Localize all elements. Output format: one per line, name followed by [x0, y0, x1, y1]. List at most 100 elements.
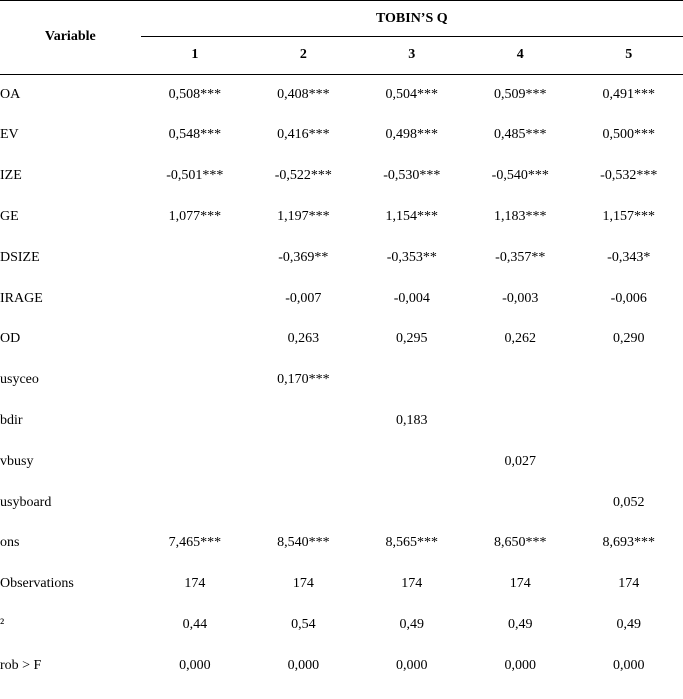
cell-value: 0,000	[466, 646, 574, 687]
table-row: bdir 0,183	[0, 401, 683, 442]
table-row: GE1,077***1,197***1,154***1,183***1,157*…	[0, 197, 683, 238]
cell-value: 1,183***	[466, 197, 574, 238]
variable-name: Observations	[0, 564, 141, 605]
table: Variable TOBIN’S Q 1 2 3 4 5 OA0,508***0…	[0, 0, 683, 687]
cell-value: 0,000	[141, 646, 249, 687]
cell-value: 0,498***	[358, 115, 466, 156]
cell-value	[466, 401, 574, 442]
table-row: OA0,508***0,408***0,504***0,509***0,491*…	[0, 74, 683, 115]
cell-value: 0,49	[574, 605, 683, 646]
cell-value	[141, 401, 249, 442]
variable-name: IRAGE	[0, 279, 141, 320]
cell-value: 1,077***	[141, 197, 249, 238]
cell-value: -0,522***	[249, 156, 357, 197]
cell-value: 8,650***	[466, 523, 574, 564]
cell-value	[249, 401, 357, 442]
cell-value: 0,052	[574, 483, 683, 524]
cell-value	[466, 483, 574, 524]
cell-value	[141, 442, 249, 483]
cell-value: 7,465***	[141, 523, 249, 564]
cell-value: 8,693***	[574, 523, 683, 564]
cell-value	[249, 483, 357, 524]
cell-value	[466, 360, 574, 401]
cell-value: 174	[249, 564, 357, 605]
cell-value: -0,007	[249, 279, 357, 320]
cell-value: 174	[141, 564, 249, 605]
cell-value: -0,501***	[141, 156, 249, 197]
header-depvar: TOBIN’S Q	[141, 1, 683, 37]
variable-name: usyboard	[0, 483, 141, 524]
cell-value: 174	[574, 564, 683, 605]
cell-value: 0,295	[358, 319, 466, 360]
cell-value: 0,408***	[249, 74, 357, 115]
model-header: 3	[358, 36, 466, 74]
table-row: ²0,440,540,490,490,49	[0, 605, 683, 646]
cell-value: 0,44	[141, 605, 249, 646]
cell-value: 0,000	[358, 646, 466, 687]
cell-value: 0,504***	[358, 74, 466, 115]
cell-value	[574, 360, 683, 401]
model-header: 1	[141, 36, 249, 74]
cell-value: 0,170***	[249, 360, 357, 401]
cell-value: -0,357**	[466, 238, 574, 279]
cell-value	[574, 401, 683, 442]
cell-value: 0,500***	[574, 115, 683, 156]
table-row: usyboard 0,052	[0, 483, 683, 524]
table-row: DSIZE-0,369**-0,353**-0,357**-0,343*	[0, 238, 683, 279]
cell-value: 0,000	[249, 646, 357, 687]
cell-value: -0,530***	[358, 156, 466, 197]
cell-value: 1,197***	[249, 197, 357, 238]
cell-value	[574, 442, 683, 483]
cell-value: -0,532***	[574, 156, 683, 197]
header-variable: Variable	[0, 1, 141, 75]
variable-name: ons	[0, 523, 141, 564]
variable-name: EV	[0, 115, 141, 156]
variable-name: IZE	[0, 156, 141, 197]
model-header: 5	[574, 36, 683, 74]
cell-value	[141, 238, 249, 279]
table-row: usyceo 0,170***	[0, 360, 683, 401]
cell-value: 8,565***	[358, 523, 466, 564]
table-row: EV0,548***0,416***0,498***0,485***0,500*…	[0, 115, 683, 156]
cell-value: 1,154***	[358, 197, 466, 238]
cell-value: 0,262	[466, 319, 574, 360]
variable-name: OA	[0, 74, 141, 115]
variable-name: vbusy	[0, 442, 141, 483]
model-header: 4	[466, 36, 574, 74]
table-row: OD 0,2630,2950,2620,290	[0, 319, 683, 360]
cell-value: 1,157***	[574, 197, 683, 238]
cell-value	[141, 279, 249, 320]
cell-value: -0,003	[466, 279, 574, 320]
cell-value	[249, 442, 357, 483]
variable-name: usyceo	[0, 360, 141, 401]
table-row: ons7,465***8,540***8,565***8,650***8,693…	[0, 523, 683, 564]
regression-table: Variable TOBIN’S Q 1 2 3 4 5 OA0,508***0…	[0, 0, 683, 699]
cell-value	[141, 483, 249, 524]
model-header: 2	[249, 36, 357, 74]
cell-value: 174	[358, 564, 466, 605]
cell-value: 174	[466, 564, 574, 605]
variable-name: GE	[0, 197, 141, 238]
table-row: IRAGE-0,007-0,004-0,003-0,006	[0, 279, 683, 320]
cell-value: 0,54	[249, 605, 357, 646]
cell-value: 0,290	[574, 319, 683, 360]
cell-value: 0,263	[249, 319, 357, 360]
cell-value	[358, 360, 466, 401]
table-head: Variable TOBIN’S Q 1 2 3 4 5	[0, 1, 683, 75]
variable-name: bdir	[0, 401, 141, 442]
cell-value: 0,49	[466, 605, 574, 646]
cell-value: 0,000	[574, 646, 683, 687]
cell-value: -0,540***	[466, 156, 574, 197]
table-row: vbusy 0,027	[0, 442, 683, 483]
table-row: rob > F0,0000,0000,0000,0000,000	[0, 646, 683, 687]
cell-value: 0,183	[358, 401, 466, 442]
cell-value: 0,508***	[141, 74, 249, 115]
cell-value: 0,49	[358, 605, 466, 646]
cell-value: 0,027	[466, 442, 574, 483]
cell-value: 0,485***	[466, 115, 574, 156]
variable-name: DSIZE	[0, 238, 141, 279]
cell-value: -0,004	[358, 279, 466, 320]
cell-value: -0,369**	[249, 238, 357, 279]
variable-name: OD	[0, 319, 141, 360]
cell-value: 0,491***	[574, 74, 683, 115]
